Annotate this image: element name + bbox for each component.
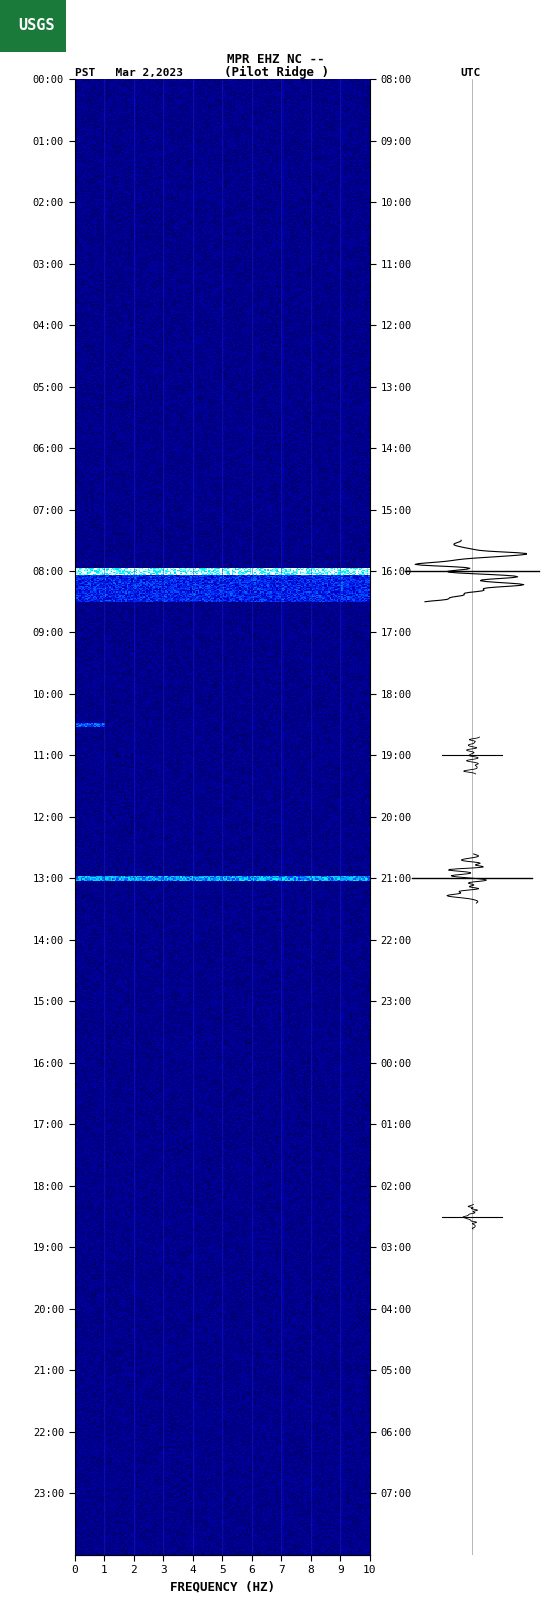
Text: UTC: UTC (460, 68, 480, 77)
Text: PST   Mar 2,2023: PST Mar 2,2023 (75, 68, 183, 77)
Text: (Pilot Ridge ): (Pilot Ridge ) (224, 66, 328, 79)
FancyBboxPatch shape (0, 0, 66, 52)
X-axis label: FREQUENCY (HZ): FREQUENCY (HZ) (169, 1581, 275, 1594)
Text: USGS: USGS (18, 18, 55, 34)
Text: MPR EHZ NC --: MPR EHZ NC -- (227, 53, 325, 66)
